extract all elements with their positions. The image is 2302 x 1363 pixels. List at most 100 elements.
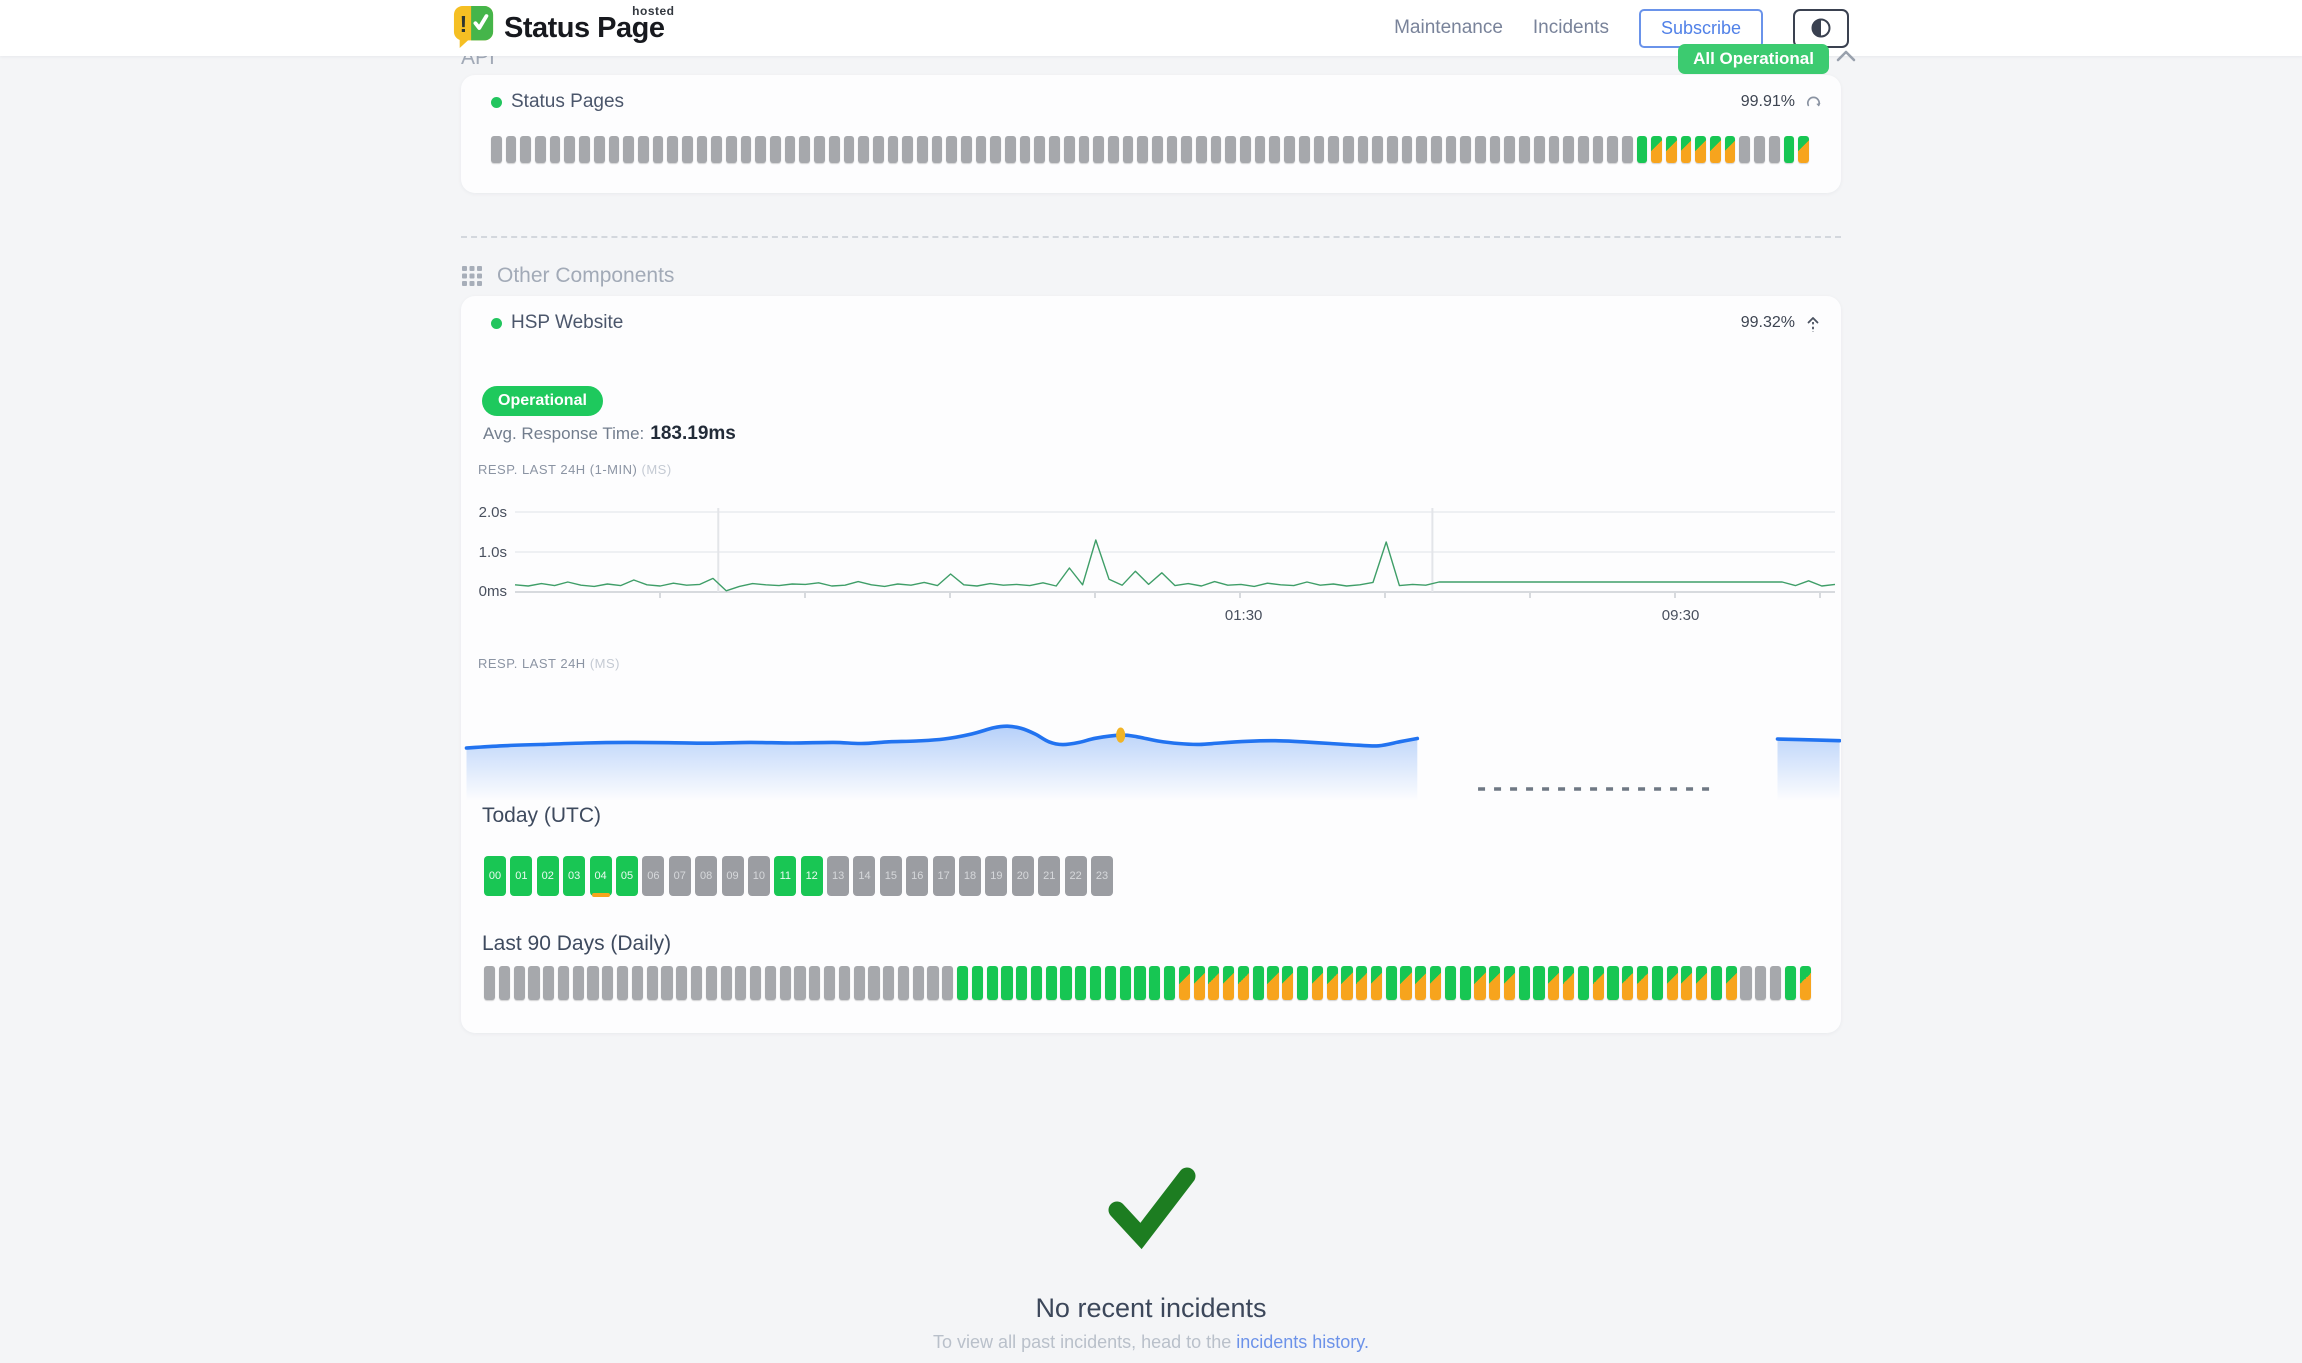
uptime-bar[interactable] [858, 136, 869, 163]
day-bar[interactable] [1607, 966, 1619, 1000]
uptime-bar[interactable] [1739, 136, 1751, 163]
uptime-bar[interactable] [491, 136, 502, 163]
day-bar[interactable] [1178, 966, 1190, 1000]
day-bar[interactable] [1415, 966, 1427, 1000]
uptime-bar[interactable] [1636, 136, 1648, 163]
uptime-bar[interactable] [667, 136, 678, 163]
day-bar[interactable] [1474, 966, 1486, 1000]
day-bar[interactable] [1267, 966, 1279, 1000]
uptime-bar[interactable] [755, 136, 767, 163]
uptime-bar[interactable] [549, 136, 561, 163]
hour-box-07[interactable]: 07 [668, 856, 691, 896]
uptime-bar[interactable] [1621, 136, 1633, 163]
uptime-bar[interactable] [1607, 136, 1618, 163]
day-bar[interactable] [1326, 966, 1338, 1000]
hour-box-11[interactable]: 11 [774, 856, 797, 896]
uptime-bar[interactable] [1416, 136, 1427, 163]
day-bar[interactable] [971, 966, 983, 1000]
uptime-bar[interactable] [535, 136, 546, 163]
uptime-bar[interactable] [579, 136, 590, 163]
uptime-bar[interactable] [872, 136, 884, 163]
day-bar[interactable] [1163, 966, 1176, 1000]
day-bar[interactable] [1681, 966, 1693, 1000]
day-bar[interactable] [1090, 966, 1102, 1000]
hour-box-03[interactable]: 03 [563, 856, 586, 896]
day-bar[interactable] [1444, 966, 1456, 1000]
uptime-bar[interactable] [1137, 136, 1148, 163]
day-bar[interactable] [1193, 966, 1205, 1000]
uptime-bar[interactable] [1401, 136, 1413, 163]
uptime-bar[interactable] [1122, 136, 1134, 163]
hour-box-00[interactable]: 00 [484, 856, 506, 896]
uptime-bar[interactable] [1666, 136, 1677, 163]
uptime-bar[interactable] [916, 136, 928, 163]
hour-box-14[interactable]: 14 [853, 856, 876, 896]
uptime-bar[interactable] [1475, 136, 1486, 163]
day-bar[interactable] [1149, 966, 1161, 1000]
day-bar[interactable] [868, 966, 880, 1000]
hour-box-02[interactable]: 02 [536, 856, 559, 896]
hour-box-23[interactable]: 23 [1090, 856, 1113, 896]
day-bar[interactable] [602, 966, 614, 1000]
day-bar[interactable] [1208, 966, 1220, 1000]
day-bar[interactable] [1725, 966, 1737, 1000]
hour-box-20[interactable]: 20 [1011, 856, 1034, 896]
day-bar[interactable] [1651, 966, 1663, 1000]
uptime-bar[interactable] [1019, 136, 1031, 163]
day-bar[interactable] [1518, 966, 1530, 1000]
uptime-bar[interactable] [770, 136, 781, 163]
day-bar[interactable] [1755, 966, 1767, 1000]
uptime-bar[interactable] [1298, 136, 1310, 163]
day-bar[interactable] [528, 966, 540, 1000]
uptime-bar[interactable] [946, 136, 957, 163]
day-bar[interactable] [809, 966, 821, 1000]
day-bar[interactable] [617, 966, 629, 1000]
day-bar[interactable] [853, 966, 865, 1000]
day-bar[interactable] [1799, 966, 1811, 1000]
day-bar[interactable] [1237, 966, 1250, 1000]
day-bar[interactable] [838, 966, 850, 1000]
day-bar[interactable] [897, 966, 910, 1000]
day-bar[interactable] [1296, 966, 1309, 1000]
day-bar[interactable] [720, 966, 732, 1000]
uptime-bar[interactable] [1695, 136, 1707, 163]
uptime-bar[interactable] [1548, 136, 1560, 163]
brand[interactable]: ! Status Page hosted [453, 4, 674, 51]
hour-box-05[interactable]: 05 [615, 856, 638, 896]
day-bar[interactable] [1622, 966, 1634, 1000]
uptime-bar[interactable] [784, 136, 796, 163]
day-bar[interactable] [498, 966, 510, 1000]
uptime-bar[interactable] [1445, 136, 1457, 163]
uptime-bar[interactable] [814, 136, 825, 163]
day-bar[interactable] [587, 966, 599, 1000]
theme-toggle-button[interactable] [1793, 8, 1849, 48]
uptime-bar[interactable] [1533, 136, 1545, 163]
day-bar[interactable] [631, 966, 643, 1000]
day-bar[interactable] [1356, 966, 1368, 1000]
day-bar[interactable] [1311, 966, 1323, 1000]
hour-box-17[interactable]: 17 [932, 856, 955, 896]
hour-box-09[interactable]: 09 [721, 856, 744, 896]
day-bar[interactable] [927, 966, 939, 1000]
refresh-history-icon[interactable] [1805, 94, 1822, 116]
day-bar[interactable] [690, 966, 703, 1000]
uptime-bar[interactable] [828, 136, 840, 163]
uptime-bar[interactable] [1328, 136, 1339, 163]
uptime-bar[interactable] [1710, 136, 1721, 163]
hour-box-18[interactable]: 18 [959, 856, 982, 896]
day-bar[interactable] [1134, 966, 1146, 1000]
uptime-bar[interactable] [740, 136, 752, 163]
uptime-bar[interactable] [961, 136, 972, 163]
uptime-bar[interactable] [1768, 136, 1780, 163]
uptime-bar[interactable] [1313, 136, 1325, 163]
day-bar[interactable] [1740, 966, 1752, 1000]
day-bar[interactable] [1503, 966, 1516, 1000]
uptime-bar[interactable] [637, 136, 649, 163]
day-bar[interactable] [1430, 966, 1442, 1000]
uptime-bar[interactable] [593, 136, 605, 163]
uptime-bar[interactable] [931, 136, 943, 163]
uptime-bar[interactable] [1460, 136, 1472, 163]
uptime-bar[interactable] [652, 136, 664, 163]
day-bar[interactable] [543, 966, 555, 1000]
day-bar[interactable] [705, 966, 717, 1000]
